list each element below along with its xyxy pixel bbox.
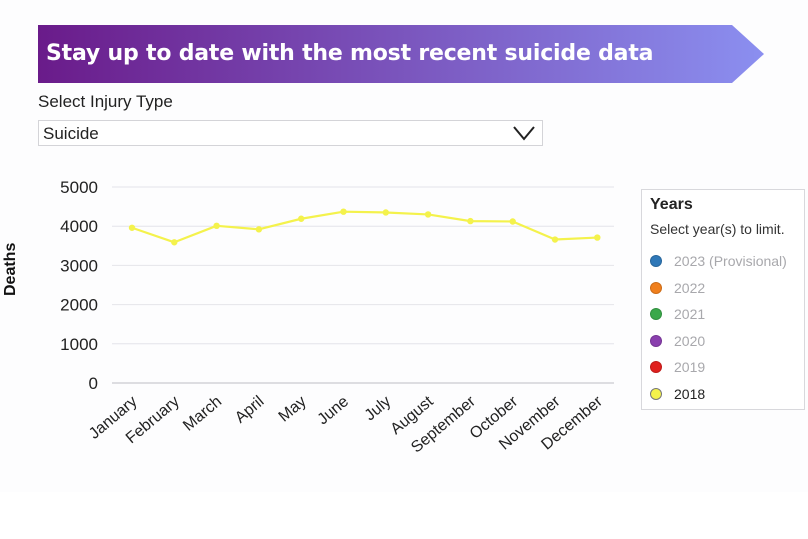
header-banner: Stay up to date with the most recent sui… — [38, 25, 764, 83]
legend-item-2020[interactable]: 2020 — [650, 328, 787, 355]
legend-item-2023[interactable]: 2023 (Provisional) — [650, 248, 787, 275]
legend-title: Years — [650, 196, 693, 213]
legend-item-label: 2022 — [674, 279, 706, 296]
legend-swatch-icon — [650, 281, 662, 294]
injury-type-selected-value: Suicide — [43, 124, 99, 143]
legend-item-label: 2020 — [674, 332, 706, 349]
legend-swatch-icon — [650, 387, 662, 400]
legend-item-2018[interactable]: 2018 — [650, 381, 787, 408]
legend-item-label: 2021 — [674, 306, 706, 323]
x-tick-label: April — [232, 393, 267, 427]
data-point — [594, 234, 601, 241]
legend-item-label: 2018 — [674, 385, 706, 402]
banner-arrow-shape — [38, 25, 764, 83]
data-point — [382, 209, 389, 216]
data-point — [509, 218, 516, 225]
y-tick-label: 5000 — [60, 178, 98, 197]
legend-item-label: 2023 (Provisional) — [674, 253, 787, 270]
chevron-down-icon[interactable] — [512, 125, 536, 141]
legend-swatch-icon — [650, 308, 662, 321]
legend-subtitle: Select year(s) to limit. — [650, 221, 785, 237]
page-title: Stay up to date with the most recent sui… — [46, 41, 654, 66]
data-point — [128, 224, 136, 231]
x-tick-label: May — [276, 393, 310, 425]
legend-item-label: 2019 — [674, 359, 706, 376]
series-line-2018 — [131, 210, 598, 244]
line-chart: 010002000300040005000JanuaryFebruaryMarc… — [60, 178, 614, 456]
y-tick-label: 1000 — [60, 335, 98, 354]
y-tick-label: 0 — [89, 374, 98, 393]
x-tick-label: March — [180, 393, 225, 435]
data-point — [551, 236, 559, 243]
data-point — [340, 208, 347, 215]
x-tick-label: July — [362, 393, 395, 424]
years-legend: Years Select year(s) to limit. 2023 (Pro… — [641, 189, 805, 410]
legend-swatch-icon — [650, 255, 662, 268]
y-tick-label: 2000 — [60, 296, 98, 315]
data-point — [213, 222, 220, 230]
injury-type-label: Select Injury Type — [38, 92, 173, 111]
injury-type-select[interactable]: Suicide — [38, 120, 543, 146]
legend-swatch-icon — [650, 361, 662, 374]
legend-item-2022[interactable]: 2022 — [650, 275, 787, 302]
y-tick-label: 3000 — [60, 256, 98, 275]
data-point — [424, 211, 432, 218]
data-point — [255, 226, 263, 233]
legend-item-2019[interactable]: 2019 — [650, 354, 787, 381]
x-tick-label: June — [315, 393, 353, 428]
legend-items: 2023 (Provisional) 2022 2021 2020 2019 2018 — [650, 248, 787, 407]
data-point — [298, 215, 305, 222]
y-tick-label: 4000 — [60, 217, 98, 236]
legend-item-2021[interactable]: 2021 — [650, 301, 787, 328]
data-point — [467, 217, 474, 225]
legend-swatch-icon — [650, 334, 662, 347]
data-point — [171, 239, 178, 246]
